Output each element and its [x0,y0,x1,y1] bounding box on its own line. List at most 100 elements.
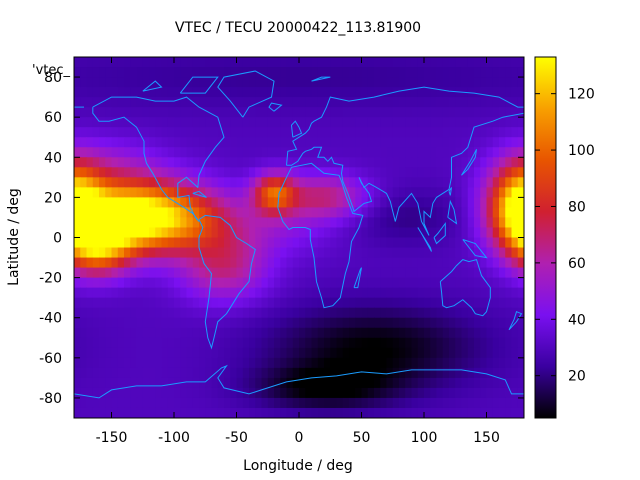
heatmap-cell [155,257,163,269]
heatmap-cell [224,237,231,249]
heatmap-cell [180,167,188,178]
heatmap-cell [255,357,263,369]
heatmap-cell [205,257,213,269]
heatmap-cell [199,307,206,319]
heatmap-cell [367,317,375,329]
coastline [74,364,524,399]
heatmap-cell [92,367,100,379]
heatmap-cell [192,367,200,379]
heatmap-cell [92,167,100,178]
y-tick-label: 0 [53,231,62,247]
heatmap-cell [205,57,213,68]
heatmap-cell [155,377,163,389]
heatmap-cell [374,77,381,88]
heatmap-cell [474,287,481,299]
heatmap-cell [117,397,125,409]
heatmap-cell [517,347,524,359]
heatmap-cell [430,67,438,78]
heatmap-cell [436,117,444,128]
heatmap-cell [205,317,213,329]
heatmap-cell [255,377,263,389]
heatmap-cell [280,297,288,309]
heatmap-cell [286,327,294,339]
heatmap-cell [374,267,381,279]
heatmap-cell [136,327,144,339]
heatmap-cell [111,237,119,249]
heatmap-cell [411,307,419,319]
heatmap-cell [186,357,194,369]
heatmap-cell [155,67,163,78]
heatmap-cell [367,397,375,409]
heatmap-cell [80,147,88,158]
heatmap-cell [436,127,444,138]
heatmap-cell [474,247,481,259]
heatmap-cell [361,187,369,198]
heatmap-cell [186,267,194,279]
heatmap-cell [455,67,463,78]
heatmap-cell [361,77,369,88]
heatmap-cell [242,97,250,108]
heatmap-cell [261,107,269,118]
heatmap-cell [111,117,119,128]
heatmap-cell [136,157,144,168]
heatmap-cell [105,117,113,128]
heatmap-cell [492,327,500,339]
heatmap-cell [336,257,344,269]
heatmap-cell [180,157,188,168]
heatmap-cell [180,207,188,219]
heatmap-cell [305,287,313,299]
heatmap-cell [92,107,100,118]
heatmap-cell [92,137,100,148]
heatmap-cell [136,337,144,349]
heatmap-cell [480,267,488,279]
heatmap-cell [374,357,381,369]
heatmap-cell [486,387,494,399]
heatmap-cell [505,207,513,219]
heatmap-cell [486,377,494,389]
heatmap-cell [349,267,356,279]
heatmap-cell [461,277,469,289]
heatmap-cell [424,377,431,389]
heatmap-cell [436,87,444,98]
heatmap-cell [505,357,513,369]
heatmap-cell [511,337,519,349]
heatmap-cell [486,147,494,158]
heatmap-cell [236,157,244,168]
heatmap-cell [230,167,238,178]
heatmap-cell [455,237,463,249]
heatmap-cell [217,257,225,269]
heatmap-cell [261,407,269,418]
heatmap-cell [136,57,144,68]
heatmap-cell [174,277,181,289]
heatmap-cell [92,147,100,158]
heatmap-cell [386,387,394,399]
heatmap-cell [474,87,481,98]
heatmap-cell [399,347,406,359]
heatmap-cell [317,287,325,299]
heatmap-cell [361,107,369,118]
heatmap-cell [261,287,269,299]
heatmap-cell [386,197,394,209]
heatmap-cell [117,307,125,319]
heatmap-cell [474,217,481,229]
heatmap-cell [211,187,219,198]
heatmap-cell [236,167,244,178]
heatmap-cell [361,227,369,239]
heatmap-cell [380,217,388,229]
heatmap-cell [336,307,344,319]
heatmap-cell [492,337,500,349]
heatmap-cell [342,167,350,178]
heatmap-cell [130,107,138,118]
heatmap-cell [355,247,363,259]
coastline [277,162,364,309]
heatmap-cell [217,327,225,339]
heatmap-cell [392,67,400,78]
heatmap-cell [142,277,150,289]
heatmap-cell [142,137,150,148]
heatmap-cell [336,187,344,198]
heatmap-cell [86,127,94,138]
heatmap-cell [311,177,319,188]
heatmap-cell [330,217,338,229]
heatmap-cell [155,187,163,198]
